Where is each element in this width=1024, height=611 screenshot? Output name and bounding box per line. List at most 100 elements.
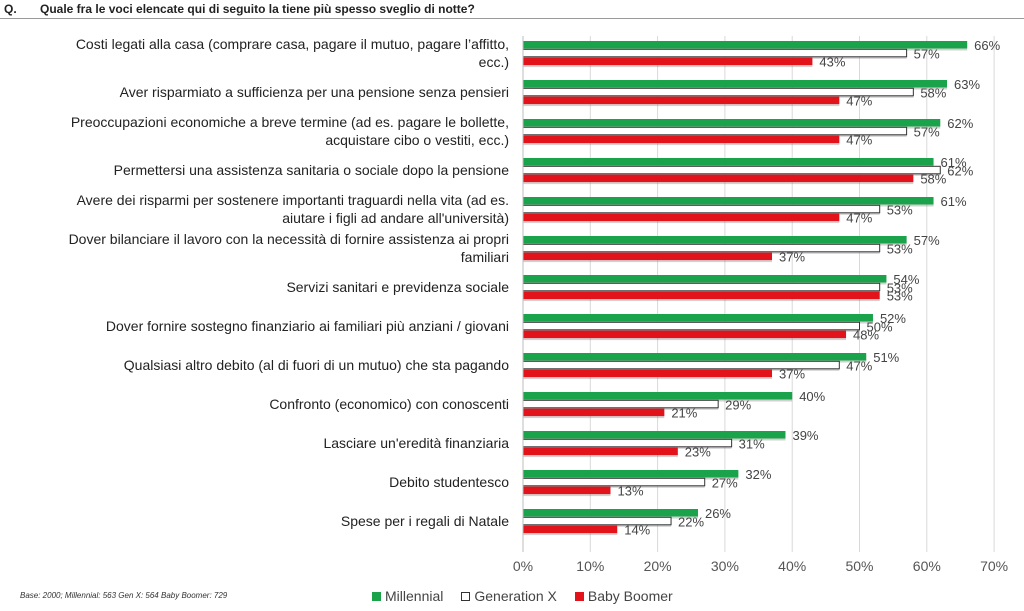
value-label-boomer: 48% [853, 328, 879, 343]
bar-millennial [523, 314, 873, 322]
value-label-genx: 47% [846, 358, 872, 373]
category-label: Dover bilanciare il lavoro con la necess… [69, 231, 509, 265]
value-label-genx: 22% [678, 514, 704, 529]
bar-genx [522, 204, 881, 214]
bar-boomer [523, 525, 618, 534]
value-label-millennial: 54% [893, 272, 919, 287]
value-label-genx: 57% [914, 124, 940, 139]
bar-millennial [523, 119, 941, 127]
category-label: Preoccupazioni economiche a breve termin… [71, 114, 509, 148]
value-label-millennial: 40% [799, 389, 825, 404]
bar-genx [522, 282, 881, 292]
category-label: Confronto (economico) con conoscenti [269, 396, 509, 412]
value-label-millennial: 39% [792, 428, 818, 443]
bar-millennial [523, 431, 786, 439]
category-label: Servizi sanitari e previdenza sociale [286, 279, 509, 295]
bar-boomer [523, 330, 847, 339]
category-label: Avere dei risparmi per sostenere importa… [77, 192, 509, 226]
bar-boomer [523, 252, 773, 261]
question-text: Quale fra le voci elencate qui di seguit… [40, 2, 475, 16]
value-label-millennial: 52% [880, 311, 906, 326]
value-label-boomer: 14% [624, 523, 650, 538]
value-label-millennial: 32% [745, 467, 771, 482]
category-label: Dover fornire sostegno finanziario ai fa… [106, 318, 509, 334]
legend: Millennial Generation X Baby Boomer [372, 588, 673, 604]
category-label: Spese per i regali di Natale [341, 513, 509, 529]
value-label-genx: 53% [887, 241, 913, 256]
bar-boomer [523, 57, 813, 66]
bar-millennial [523, 353, 867, 361]
value-label-boomer: 47% [846, 133, 872, 148]
value-label-millennial: 63% [954, 77, 980, 92]
bar-genx [522, 477, 706, 487]
value-label-millennial: 57% [914, 233, 940, 248]
category-label: Costi legati alla casa (comprare casa, p… [76, 36, 509, 70]
x-tick-label: 70% [980, 558, 1008, 574]
category-label: Debito studentesco [389, 474, 509, 490]
bar-millennial [523, 197, 934, 205]
value-label-boomer: 21% [671, 406, 697, 421]
value-label-genx: 62% [947, 163, 973, 178]
bar-genx [522, 321, 860, 331]
bar-boomer [523, 447, 678, 456]
x-tick-label: 60% [913, 558, 941, 574]
value-label-genx: 53% [887, 202, 913, 217]
legend-label-genx: Generation X [474, 588, 557, 604]
footnote: Base: 2000; Millennial: 563 Gen X: 564 B… [20, 591, 228, 600]
x-tick-label: 20% [644, 558, 672, 574]
value-label-millennial: 66% [974, 38, 1000, 53]
bar-millennial [523, 236, 907, 244]
value-label-genx: 50% [867, 319, 893, 334]
value-label-boomer: 47% [846, 211, 872, 226]
value-label-genx: 31% [739, 436, 765, 451]
bar-boomer [523, 174, 914, 183]
category-label: Lasciare un'eredità finanziaria [323, 435, 509, 451]
value-label-boomer: 37% [779, 250, 805, 265]
bar-boomer [523, 213, 840, 222]
value-label-genx: 57% [914, 46, 940, 61]
value-label-millennial: 61% [941, 194, 967, 209]
bar-genx [522, 243, 881, 253]
bar-millennial [523, 41, 968, 49]
x-tick-label: 0% [513, 558, 533, 574]
x-tick-label: 40% [778, 558, 806, 574]
value-label-genx: 58% [920, 85, 946, 100]
value-label-boomer: 23% [685, 445, 711, 460]
legend-item-millennial: Millennial [372, 588, 443, 604]
category-label: Permettersi una assistenza sanitaria o s… [114, 162, 510, 178]
value-label-millennial: 26% [705, 506, 731, 521]
bar-millennial [523, 80, 947, 88]
value-label-millennial: 62% [947, 116, 973, 131]
value-label-boomer: 53% [887, 289, 913, 304]
legend-swatch-boomer [574, 591, 584, 601]
x-tick-label: 50% [845, 558, 873, 574]
value-label-boomer: 43% [819, 55, 845, 70]
bar-chart: 0% 10% 20% 30% 40% 50% 60% 70% Costi legati alla… [69, 36, 1008, 574]
bar-millennial [523, 392, 793, 400]
question-label: Q. [4, 2, 17, 16]
value-label-boomer: 58% [920, 172, 946, 187]
value-label-millennial: 61% [941, 155, 967, 170]
value-label-boomer: 37% [779, 367, 805, 382]
category-label: Aver risparmiato a sufficienza per una p… [120, 84, 509, 100]
category-label: Qualsiasi altro debito (al di fuori di u… [124, 357, 509, 373]
legend-item-genx: Generation X [461, 588, 557, 604]
bar-boomer [523, 369, 773, 378]
value-label-boomer: 47% [846, 94, 872, 109]
bar-boomer [523, 486, 611, 495]
value-label-genx: 53% [887, 280, 913, 295]
legend-label-boomer: Baby Boomer [587, 588, 673, 604]
legend-item-boomer: Baby Boomer [574, 588, 673, 604]
bar-millennial [523, 509, 698, 517]
value-label-boomer: 13% [617, 484, 643, 499]
legend-swatch-genx [461, 591, 471, 601]
question-header: Q. Quale fra le voci elencate qui di seg… [0, 0, 1024, 19]
bar-genx [522, 165, 941, 175]
x-tick-label: 30% [711, 558, 739, 574]
bar-boomer [523, 96, 840, 105]
x-tick-label: 10% [576, 558, 604, 574]
bar-boomer [523, 135, 840, 144]
bar-boomer [523, 408, 665, 417]
legend-swatch-millennial [372, 591, 381, 601]
bar-genx [522, 48, 908, 58]
